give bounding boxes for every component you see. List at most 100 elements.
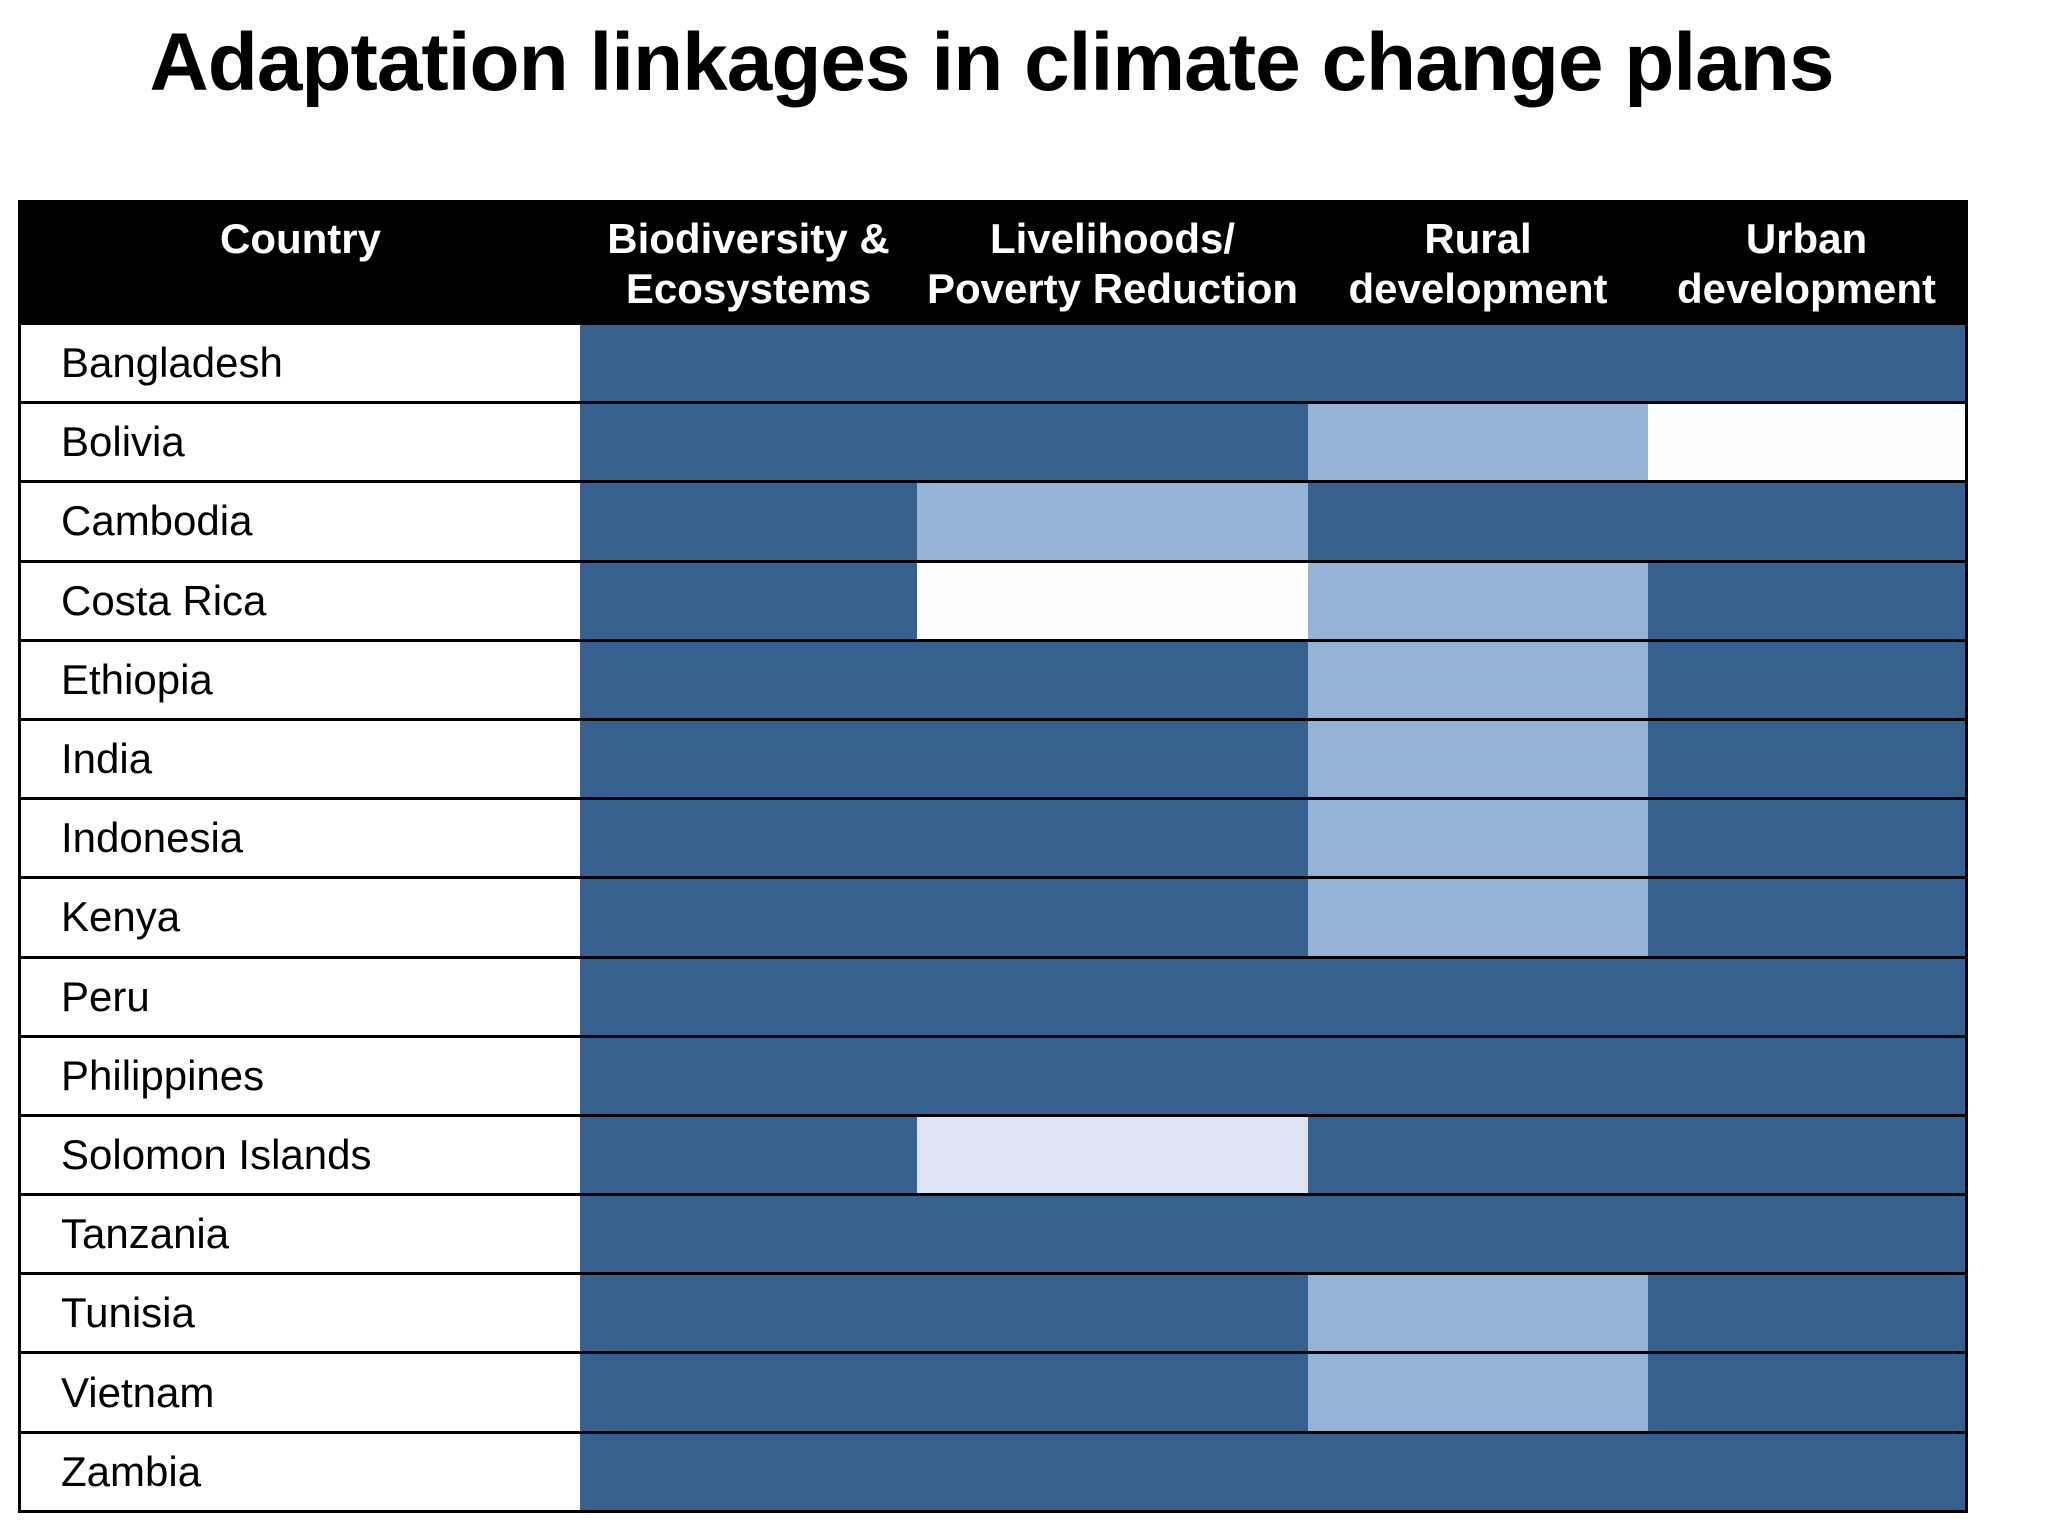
country-cell-vietnam: Vietnam — [21, 1354, 580, 1431]
table-row-bolivia: Bolivia — [21, 404, 1965, 484]
country-cell-philippines: Philippines — [21, 1037, 580, 1114]
country-cell-india: India — [21, 720, 580, 798]
table-row-zambia: Zambia — [21, 1433, 1965, 1513]
linkage-cell-bangladesh-livelihoods — [917, 325, 1308, 402]
table-row-costa-rica: Costa Rica — [21, 562, 1965, 642]
linkage-cell-philippines-rural — [1308, 1037, 1648, 1114]
linkage-cell-cambodia-rural — [1308, 483, 1648, 560]
linkage-cell-kenya-urban — [1648, 879, 1965, 956]
linkage-cell-kenya-rural — [1308, 879, 1648, 956]
country-cell-peru: Peru — [21, 958, 580, 1035]
linkage-cell-bangladesh-biodiversity — [580, 325, 917, 402]
linkage-cell-zambia-rural — [1308, 1433, 1648, 1510]
linkage-cell-philippines-urban — [1648, 1037, 1965, 1114]
country-cell-cambodia: Cambodia — [21, 483, 580, 560]
linkage-cell-indonesia-livelihoods — [917, 800, 1308, 877]
linkage-cell-vietnam-urban — [1648, 1354, 1965, 1431]
linkage-cell-indonesia-urban — [1648, 800, 1965, 877]
table-row-bangladesh: Bangladesh — [21, 325, 1965, 405]
linkage-cell-tunisia-livelihoods — [917, 1275, 1308, 1352]
linkage-cell-bolivia-rural — [1308, 404, 1648, 481]
linkage-cell-tanzania-rural — [1308, 1196, 1648, 1273]
linkage-cell-cambodia-livelihoods — [917, 483, 1308, 560]
column-header-biodiversity: Biodiversity & Ecosystems — [607, 215, 890, 312]
column-header-country: Country — [220, 215, 381, 262]
table-row-kenya: Kenya — [21, 879, 1965, 959]
linkage-cell-solomon-islands-urban — [1648, 1116, 1965, 1194]
column-header-livelihoods: Livelihoods/Poverty Reduction — [926, 215, 1299, 312]
linkage-cell-ethiopia-urban — [1648, 641, 1965, 718]
linkage-cell-zambia-livelihoods — [917, 1433, 1308, 1510]
linkage-cell-bangladesh-urban — [1648, 325, 1965, 402]
table-row-peru: Peru — [21, 958, 1965, 1038]
linkage-cell-costa-rica-biodiversity — [580, 562, 917, 639]
table-row-philippines: Philippines — [21, 1037, 1965, 1117]
linkage-cell-vietnam-rural — [1308, 1354, 1648, 1431]
linkage-cell-india-urban — [1648, 720, 1965, 798]
linkage-cell-costa-rica-livelihoods — [917, 562, 1308, 639]
linkage-cell-cambodia-urban — [1648, 483, 1965, 560]
linkage-cell-philippines-biodiversity — [580, 1037, 917, 1114]
linkage-cell-bolivia-livelihoods — [917, 404, 1308, 481]
linkage-cell-india-rural — [1308, 720, 1648, 798]
country-cell-indonesia: Indonesia — [21, 800, 580, 877]
country-cell-bolivia: Bolivia — [21, 404, 580, 481]
linkage-cell-bangladesh-rural — [1308, 325, 1648, 402]
linkage-cell-costa-rica-rural — [1308, 562, 1648, 639]
linkage-cell-indonesia-biodiversity — [580, 800, 917, 877]
table-header-row: Country Biodiversity & Ecosystems Livelihoo… — [21, 200, 1965, 325]
table-row-india: India — [21, 720, 1965, 801]
linkage-cell-peru-urban — [1648, 958, 1965, 1035]
linkage-cell-peru-biodiversity — [580, 958, 917, 1035]
country-cell-ethiopia: Ethiopia — [21, 641, 580, 718]
table-row-vietnam: Vietnam — [21, 1354, 1965, 1434]
linkage-cell-ethiopia-rural — [1308, 641, 1648, 718]
linkage-cell-tunisia-biodiversity — [580, 1275, 917, 1352]
linkage-cell-tunisia-rural — [1308, 1275, 1648, 1352]
linkage-cell-philippines-livelihoods — [917, 1037, 1308, 1114]
linkage-cell-tanzania-biodiversity — [580, 1196, 917, 1273]
linkage-cell-tunisia-urban — [1648, 1275, 1965, 1352]
linkage-cell-india-biodiversity — [580, 720, 917, 798]
table-row-solomon-islands: Solomon Islands — [21, 1116, 1965, 1197]
linkage-cell-zambia-biodiversity — [580, 1433, 917, 1510]
linkage-cell-kenya-livelihoods — [917, 879, 1308, 956]
linkage-cell-ethiopia-biodiversity — [580, 641, 917, 718]
country-cell-costa-rica: Costa Rica — [21, 562, 580, 639]
linkage-cell-cambodia-biodiversity — [580, 483, 917, 560]
linkage-cell-kenya-biodiversity — [580, 879, 917, 956]
linkage-cell-solomon-islands-rural — [1308, 1116, 1648, 1194]
country-cell-bangladesh: Bangladesh — [21, 325, 580, 402]
country-cell-kenya: Kenya — [21, 879, 580, 956]
column-header-rural: Rural development — [1348, 215, 1608, 312]
table-row-indonesia: Indonesia — [21, 800, 1965, 880]
linkage-cell-zambia-urban — [1648, 1433, 1965, 1510]
linkage-cell-tanzania-livelihoods — [917, 1196, 1308, 1273]
linkage-cell-vietnam-biodiversity — [580, 1354, 917, 1431]
right-accent-bar — [1983, 0, 2048, 1536]
table-row-tanzania: Tanzania — [21, 1196, 1965, 1276]
linkage-cell-india-livelihoods — [917, 720, 1308, 798]
country-cell-solomon-islands: Solomon Islands — [21, 1116, 580, 1194]
linkage-cell-bolivia-biodiversity — [580, 404, 917, 481]
linkage-cell-ethiopia-livelihoods — [917, 641, 1308, 718]
country-cell-zambia: Zambia — [21, 1433, 580, 1510]
adaptation-table: Country Biodiversity & Ecosystems Livelihoo… — [18, 200, 1968, 1513]
page-title: Adaptation linkages in climate change pl… — [149, 17, 1835, 108]
country-cell-tunisia: Tunisia — [21, 1275, 580, 1352]
table-row-cambodia: Cambodia — [21, 483, 1965, 563]
linkage-cell-vietnam-livelihoods — [917, 1354, 1308, 1431]
country-cell-tanzania: Tanzania — [21, 1196, 580, 1273]
table-row-ethiopia: Ethiopia — [21, 641, 1965, 721]
linkage-cell-indonesia-rural — [1308, 800, 1648, 877]
linkage-cell-peru-rural — [1308, 958, 1648, 1035]
linkage-cell-solomon-islands-biodiversity — [580, 1116, 917, 1194]
linkage-cell-solomon-islands-livelihoods — [917, 1116, 1308, 1194]
linkage-cell-costa-rica-urban — [1648, 562, 1965, 639]
table-row-tunisia: Tunisia — [21, 1275, 1965, 1355]
linkage-cell-peru-livelihoods — [917, 958, 1308, 1035]
linkage-cell-bolivia-urban — [1648, 404, 1965, 481]
column-header-urban: Urban development — [1676, 215, 1937, 312]
linkage-cell-tanzania-urban — [1648, 1196, 1965, 1273]
